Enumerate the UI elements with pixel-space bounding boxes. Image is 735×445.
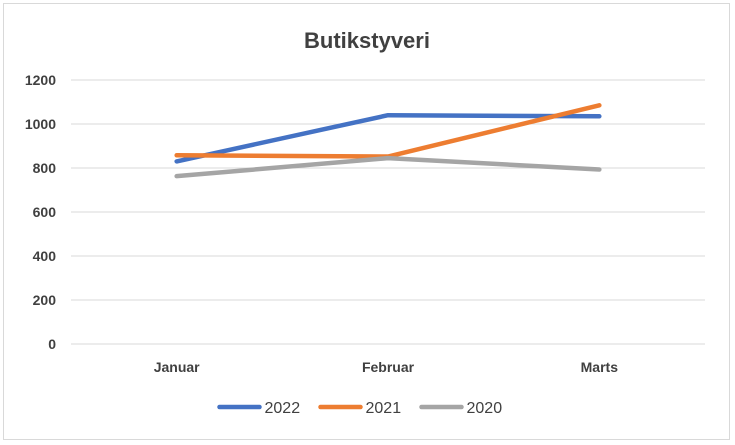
- x-axis-ticks: Januar Februar Marts: [154, 359, 619, 375]
- legend-label: 2021: [366, 400, 402, 417]
- series-line-2020: [174, 155, 602, 179]
- legend-label: 2022: [265, 400, 301, 417]
- legend: 2022 2021 2020: [217, 400, 503, 417]
- y-tick-label: 1000: [25, 116, 56, 132]
- y-tick-label: 600: [33, 204, 57, 220]
- series-lines: [174, 103, 602, 179]
- y-tick-label: 200: [33, 292, 57, 308]
- gridlines: [71, 79, 705, 345]
- x-tick-label: Januar: [154, 359, 200, 375]
- series-line-2022: [174, 112, 602, 164]
- x-tick-label: Marts: [581, 359, 619, 375]
- y-tick-label: 0: [48, 336, 56, 352]
- y-tick-label: 1200: [25, 72, 56, 88]
- y-axis-ticks: 0 200 400 600 800 1000 1200: [25, 72, 56, 352]
- chart-title: Butikstyveri: [304, 28, 430, 53]
- y-tick-label: 400: [33, 248, 57, 264]
- y-tick-label: 800: [33, 160, 57, 176]
- x-tick-label: Februar: [362, 359, 415, 375]
- chart-frame: [3, 3, 730, 440]
- legend-label: 2020: [467, 400, 503, 417]
